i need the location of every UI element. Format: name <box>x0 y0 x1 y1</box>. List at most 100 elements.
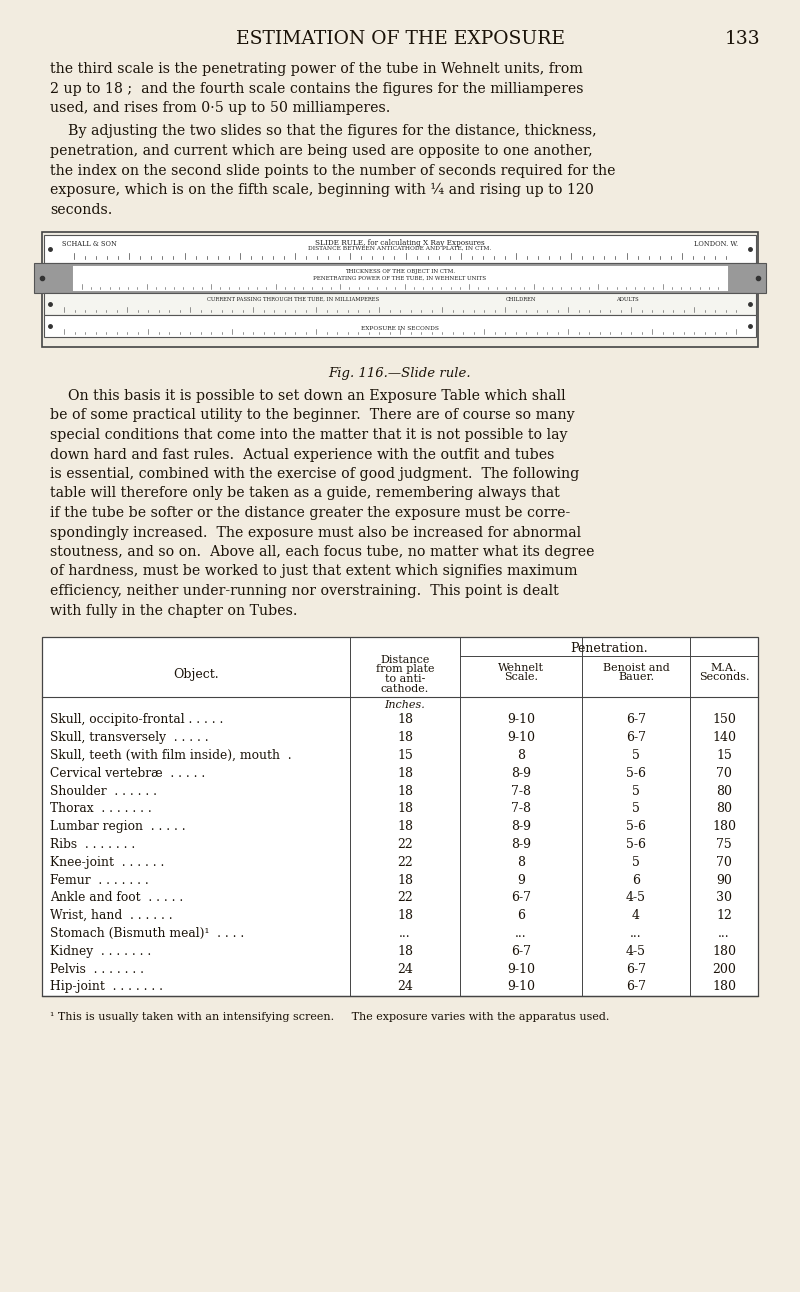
Text: Ankle and foot  . . . . .: Ankle and foot . . . . . <box>50 891 183 904</box>
Text: 24: 24 <box>397 981 413 994</box>
Text: 18: 18 <box>397 910 413 922</box>
Text: Fig. 116.—Slide rule.: Fig. 116.—Slide rule. <box>329 367 471 380</box>
Text: Wrist, hand  . . . . . .: Wrist, hand . . . . . . <box>50 910 173 922</box>
Bar <box>44 315 756 337</box>
Text: 7-8: 7-8 <box>511 802 531 815</box>
Text: 70: 70 <box>716 855 732 868</box>
Text: 9-10: 9-10 <box>507 963 535 975</box>
Text: 18: 18 <box>397 802 413 815</box>
Text: 140: 140 <box>712 731 736 744</box>
Text: Shoulder  . . . . . .: Shoulder . . . . . . <box>50 784 157 797</box>
Text: ...: ... <box>718 926 730 941</box>
Text: used, and rises from 0·5 up to 50 milliamperes.: used, and rises from 0·5 up to 50 millia… <box>50 101 390 115</box>
Text: 18: 18 <box>397 820 413 833</box>
Text: ¹ This is usually taken with an intensifying screen.     The exposure varies wit: ¹ This is usually taken with an intensif… <box>50 1012 610 1022</box>
Text: 30: 30 <box>716 891 732 904</box>
Text: EXPOSURE IN SECONDS: EXPOSURE IN SECONDS <box>361 326 439 331</box>
Text: Inches.: Inches. <box>385 700 426 711</box>
Text: 18: 18 <box>397 873 413 886</box>
Bar <box>42 637 758 996</box>
Text: LONDON. W.: LONDON. W. <box>694 240 738 248</box>
Bar <box>44 235 756 264</box>
Text: 4: 4 <box>632 910 640 922</box>
Text: 8: 8 <box>517 749 525 762</box>
Text: SLIDE RULE, for calculating X Ray Exposures: SLIDE RULE, for calculating X Ray Exposu… <box>315 239 485 247</box>
Text: spondingly increased.  The exposure must also be increased for abnormal: spondingly increased. The exposure must … <box>50 526 581 540</box>
Text: By adjusting the two slides so that the figures for the distance, thickness,: By adjusting the two slides so that the … <box>50 124 597 138</box>
Text: 22: 22 <box>397 891 413 904</box>
Text: 18: 18 <box>397 784 413 797</box>
Text: 5-6: 5-6 <box>626 839 646 851</box>
Text: is essential, combined with the exercise of good judgment.  The following: is essential, combined with the exercise… <box>50 466 579 481</box>
Text: Stomach (Bismuth meal)¹  . . . .: Stomach (Bismuth meal)¹ . . . . <box>50 926 244 941</box>
Text: ADULTS: ADULTS <box>617 297 639 302</box>
Text: 9-10: 9-10 <box>507 713 535 726</box>
Text: seconds.: seconds. <box>50 203 112 217</box>
Text: 70: 70 <box>716 766 732 780</box>
Text: Seconds.: Seconds. <box>698 673 750 682</box>
Text: Knee-joint  . . . . . .: Knee-joint . . . . . . <box>50 855 164 868</box>
Text: special conditions that come into the matter that it is not possible to lay: special conditions that come into the ma… <box>50 428 567 442</box>
Text: 200: 200 <box>712 963 736 975</box>
Text: Skull, occipito-frontal . . . . .: Skull, occipito-frontal . . . . . <box>50 713 223 726</box>
Text: 133: 133 <box>724 30 760 48</box>
Text: Distance: Distance <box>380 655 430 665</box>
Text: 8-9: 8-9 <box>511 766 531 780</box>
Text: 9-10: 9-10 <box>507 981 535 994</box>
Text: ESTIMATION OF THE EXPOSURE: ESTIMATION OF THE EXPOSURE <box>235 30 565 48</box>
Text: with fully in the chapter on Tubes.: with fully in the chapter on Tubes. <box>50 603 298 618</box>
Text: Scale.: Scale. <box>504 673 538 682</box>
Text: 5-6: 5-6 <box>626 820 646 833</box>
Bar <box>34 264 766 293</box>
Text: 180: 180 <box>712 944 736 957</box>
Text: 8-9: 8-9 <box>511 839 531 851</box>
Bar <box>44 293 756 315</box>
Text: 5: 5 <box>632 855 640 868</box>
Text: 75: 75 <box>716 839 732 851</box>
Text: 18: 18 <box>397 766 413 780</box>
Text: 9: 9 <box>517 873 525 886</box>
Text: 6-7: 6-7 <box>511 891 531 904</box>
Text: efficiency, neither under-running nor overstraining.  This point is dealt: efficiency, neither under-running nor ov… <box>50 584 558 598</box>
Text: 180: 180 <box>712 820 736 833</box>
Text: 22: 22 <box>397 855 413 868</box>
Text: 80: 80 <box>716 784 732 797</box>
Text: ...: ... <box>630 926 642 941</box>
Text: to anti-: to anti- <box>385 674 425 683</box>
Text: 9-10: 9-10 <box>507 731 535 744</box>
Text: 8-9: 8-9 <box>511 820 531 833</box>
Text: 6-7: 6-7 <box>626 731 646 744</box>
Text: 18: 18 <box>397 731 413 744</box>
Text: 5: 5 <box>632 802 640 815</box>
Text: the third scale is the penetrating power of the tube in Wehnelt units, from: the third scale is the penetrating power… <box>50 62 583 76</box>
Text: CHILDREN: CHILDREN <box>506 297 536 302</box>
Text: 6-7: 6-7 <box>626 713 646 726</box>
Text: 5: 5 <box>632 749 640 762</box>
Text: 15: 15 <box>716 749 732 762</box>
Text: 18: 18 <box>397 944 413 957</box>
Text: 7-8: 7-8 <box>511 784 531 797</box>
Text: On this basis it is possible to set down an Exposure Table which shall: On this basis it is possible to set down… <box>50 389 566 403</box>
Text: Skull, transversely  . . . . .: Skull, transversely . . . . . <box>50 731 209 744</box>
Text: 22: 22 <box>397 839 413 851</box>
Text: 18: 18 <box>397 713 413 726</box>
Text: Kidney  . . . . . . .: Kidney . . . . . . . <box>50 944 151 957</box>
Text: down hard and fast rules.  Actual experience with the outfit and tubes: down hard and fast rules. Actual experie… <box>50 447 554 461</box>
Text: Thorax  . . . . . . .: Thorax . . . . . . . <box>50 802 152 815</box>
Text: CURRENT PASSING THROUGH THE TUBE, IN MILLIAMPERES: CURRENT PASSING THROUGH THE TUBE, IN MIL… <box>207 297 379 302</box>
Bar <box>72 265 728 291</box>
Text: M.A.: M.A. <box>711 663 737 673</box>
Text: THICKNESS OF THE OBJECT IN CTM.: THICKNESS OF THE OBJECT IN CTM. <box>345 269 455 274</box>
Text: Lumbar region  . . . . .: Lumbar region . . . . . <box>50 820 186 833</box>
Text: 4-5: 4-5 <box>626 891 646 904</box>
Text: ...: ... <box>399 926 411 941</box>
Text: 6-7: 6-7 <box>626 963 646 975</box>
Text: 80: 80 <box>716 802 732 815</box>
Text: SCHALL & SON: SCHALL & SON <box>62 240 117 248</box>
Text: 24: 24 <box>397 963 413 975</box>
Text: 6-7: 6-7 <box>626 981 646 994</box>
Text: 6: 6 <box>632 873 640 886</box>
Text: Ribs  . . . . . . .: Ribs . . . . . . . <box>50 839 135 851</box>
Text: 4-5: 4-5 <box>626 944 646 957</box>
Text: Hip-joint  . . . . . . .: Hip-joint . . . . . . . <box>50 981 163 994</box>
